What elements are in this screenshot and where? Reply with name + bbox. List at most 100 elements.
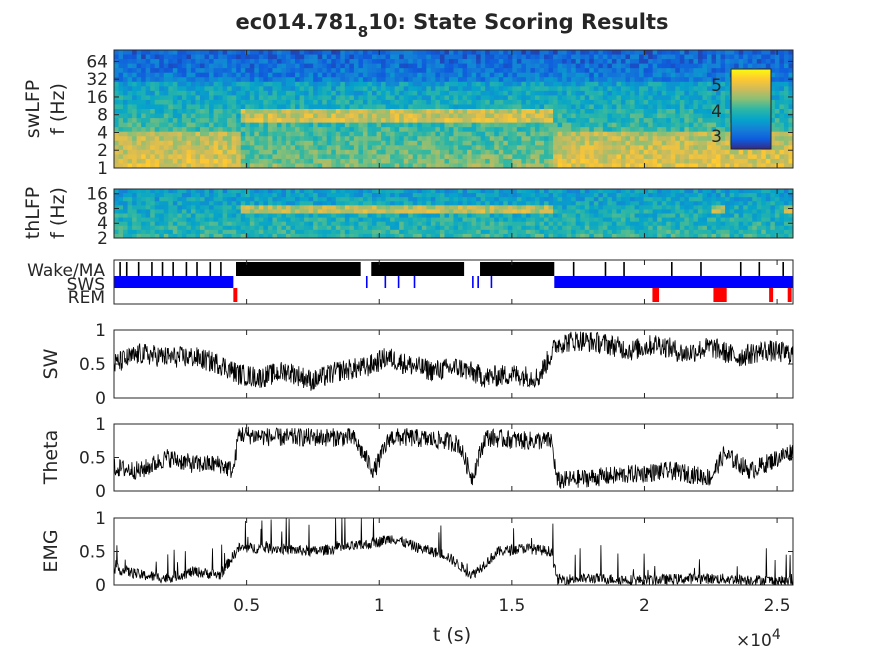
y-tick-label: 0.5 [79, 543, 106, 563]
state-label-sws: SWS [67, 275, 105, 295]
y-tick-label: 8 [97, 199, 108, 219]
hypnogram-brief-sws [490, 276, 493, 288]
y-tick-label: 8 [97, 106, 108, 126]
hypnogram-brief-wake [119, 262, 121, 276]
hypnogram-brief-wake [739, 262, 742, 276]
colorbar-tick-3: 3 [711, 127, 722, 147]
hypnogram-brief-sws [384, 276, 387, 288]
hypnogram-brief-wake [137, 262, 140, 276]
hypnogram-brief-wake [220, 262, 222, 276]
y-tick-label: 1 [95, 415, 106, 435]
swlfp-ylabel-unit: f (Hz) [47, 83, 69, 135]
sw-ylabel: SW [40, 348, 62, 379]
hypnogram-bars [114, 262, 793, 302]
y-tick-label: 0 [95, 576, 106, 596]
swlfp-ylabel: swLFP [22, 80, 44, 138]
y-tick-label: 1 [97, 159, 108, 179]
y-tick-label: 0 [95, 389, 106, 409]
hypnogram-segment-wake-ma [480, 262, 555, 276]
x-axis-ticks: 0.5 1 1.5 2 2.5 [233, 50, 791, 616]
theta-panel: 00.51 Theta [40, 415, 794, 502]
hypnogram-brief-wake [758, 262, 761, 276]
theta-y-ticks: 00.51 [79, 415, 793, 502]
hypnogram-brief-sws [477, 276, 479, 288]
hypnogram-brief-sws [397, 276, 400, 288]
y-tick-label: 32 [86, 70, 108, 90]
title-subscript: 8 [358, 23, 368, 41]
y-tick-label: 0.5 [79, 449, 106, 469]
x-tick-label: 1.5 [498, 596, 525, 616]
thlfp-spectrogram-image [114, 189, 793, 238]
theta-ylabel: Theta [40, 430, 62, 485]
hypnogram-segment-rem [787, 288, 792, 302]
sw-trace [114, 331, 793, 391]
hypnogram-segment-rem [233, 288, 238, 302]
hypnogram-segment-rem [652, 288, 660, 302]
colorbar-tick-4: 4 [711, 102, 722, 122]
sw-y-ticks: 00.51 [79, 321, 793, 409]
hypnogram-segment-rem [713, 288, 727, 302]
sw-panel: 00.51 SW [40, 321, 794, 409]
hypnogram-brief-wake [125, 262, 128, 276]
y-tick-label: 16 [86, 88, 108, 108]
state-label-rem: REM [68, 288, 105, 308]
colorbar-tick-5: 5 [711, 76, 722, 96]
theta-line [114, 426, 793, 489]
emg-ylabel: EMG [40, 529, 62, 572]
hypnogram-brief-wake [700, 262, 702, 276]
x-tick-label: 1 [374, 596, 385, 616]
hypnogram-brief-wake [151, 262, 153, 276]
y-tick-label: 2 [97, 229, 108, 249]
y-tick-label: 0 [95, 482, 106, 502]
hypnogram-brief-wake [572, 262, 575, 276]
y-tick-label: 16 [86, 185, 108, 205]
colorbar: 5 4 3 [711, 68, 772, 150]
hypnogram-brief-wake [782, 262, 784, 276]
figure-title: ec014.781810: State Scoring Results [235, 10, 668, 41]
hypnogram-segment-rem [769, 288, 774, 302]
emg-panel: 00.51 EMG [40, 509, 794, 596]
y-tick-label: 1 [95, 321, 106, 341]
hypnogram-panel: Wake/MA SWS REM [27, 259, 794, 308]
thlfp-ylabel-unit: f (Hz) [47, 187, 69, 239]
hypnogram-brief-wake [196, 262, 198, 276]
hypnogram-segment-wake-ma [371, 262, 465, 276]
state-label-wake: Wake/MA [27, 261, 105, 281]
hypnogram-brief-sws [413, 276, 416, 288]
swlfp-spectrogram-image [114, 50, 793, 168]
hypnogram-brief-wake [172, 262, 174, 276]
y-tick-label: 1 [95, 509, 106, 529]
emg-line [114, 518, 793, 585]
x-tick-label: 2.5 [764, 596, 791, 616]
hypnogram-brief-sws [472, 276, 474, 288]
colorbar-gradient [730, 68, 772, 150]
y-tick-label: 0.5 [79, 355, 106, 375]
hypnogram-brief-sws [365, 276, 368, 288]
x-axis-exponent: ×104 [736, 627, 781, 651]
emg-trace [114, 518, 793, 585]
emg-y-ticks: 00.51 [79, 509, 793, 596]
theta-trace [114, 426, 793, 489]
y-tick-label: 2 [97, 141, 108, 161]
hypnogram-brief-wake [670, 262, 673, 276]
x-tick-label: 2 [639, 596, 650, 616]
x-axis-label: t (s) [433, 624, 471, 646]
hypnogram-brief-wake [185, 262, 188, 276]
hypnogram-brief-wake [161, 262, 164, 276]
hypnogram-segment-sws [114, 276, 234, 288]
thlfp-ylabel: thLFP [22, 187, 44, 239]
hypnogram-brief-wake [209, 262, 212, 276]
hypnogram-segment-sws [554, 276, 793, 288]
sw-line [114, 331, 793, 391]
hypnogram-segment-wake-ma [236, 262, 361, 276]
hypnogram-brief-wake [604, 262, 607, 276]
y-tick-label: 4 [97, 123, 108, 143]
y-tick-label: 64 [86, 52, 108, 72]
y-tick-label: 4 [97, 214, 108, 234]
x-tick-label: 0.5 [233, 596, 260, 616]
hypnogram-brief-wake [623, 262, 625, 276]
